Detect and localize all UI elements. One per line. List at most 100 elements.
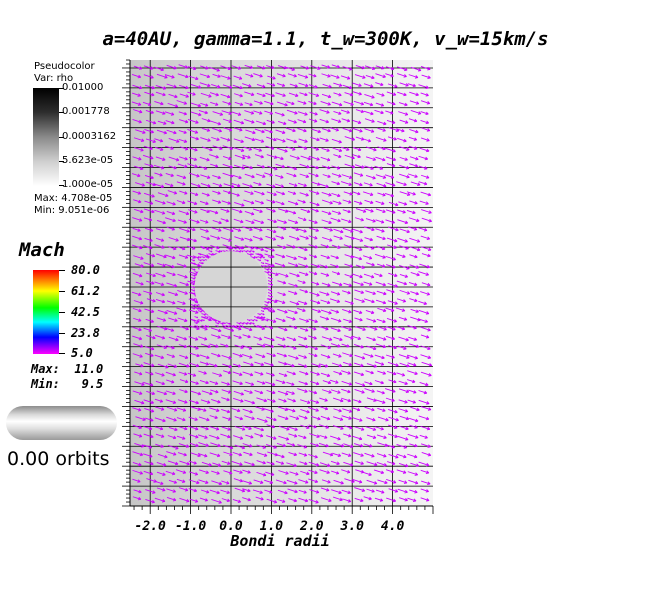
velocity-vector-shaft [143,208,155,213]
velocity-vector-head [392,92,397,96]
velocity-vector-shaft [135,182,145,187]
velocity-vector-head [229,165,233,169]
velocity-vector-head [284,310,288,314]
velocity-vector-head [230,228,234,233]
velocity-vector-shaft [220,136,231,141]
velocity-vector [190,390,202,396]
velocity-vector-shaft [366,345,377,350]
velocity-vector-shaft [340,326,352,331]
velocity-vector-head [360,427,365,431]
velocity-vector-head [404,102,408,107]
velocity-vector-shaft [308,352,318,357]
velocity-vector-shaft [320,497,332,502]
velocity-vector [420,345,431,351]
velocity-vector-shaft [145,253,155,257]
velocity-vector-head [404,157,408,161]
velocity-vector-head [424,435,428,439]
velocity-vector-head [325,326,329,331]
velocity-vector-head [362,209,367,213]
velocity-vector-shaft [133,137,145,142]
velocity-vector [277,489,288,495]
velocity-vector-shaft [333,408,342,412]
velocity-vector-head [271,382,276,387]
velocity-vector-shaft [375,228,385,233]
velocity-vector-head [395,417,399,422]
velocity-vector-shaft [340,75,351,80]
velocity-vector-head [239,372,243,377]
velocity-vector-head [261,407,265,411]
velocity-vector-shaft [288,283,298,287]
velocity-vector [376,263,386,268]
velocity-vector-shaft [200,92,212,98]
velocity-vector-head [394,284,398,288]
velocity-vector [135,182,145,187]
velocity-vector [132,407,142,412]
velocity-vector-head [272,390,276,395]
velocity-vector [243,361,254,367]
velocity-vector-head [174,104,179,108]
velocity-vector-head [281,191,286,196]
velocity-vector [297,444,308,449]
velocity-vector-head [406,266,410,270]
velocity-vector-shaft [354,497,364,502]
velocity-vector [167,460,179,466]
velocity-vector-shaft [267,75,276,80]
velocity-vector [231,111,242,116]
velocity-vector [132,272,143,278]
velocity-vector-shaft [178,254,189,259]
velocity-vector [243,451,253,457]
velocity-vector-shaft [420,497,430,501]
velocity-vector-head [140,256,144,260]
velocity-vector-head [237,66,242,70]
velocity-vector [187,163,198,168]
velocity-vector [399,173,410,179]
velocity-vector-head [324,435,328,439]
velocity-vector [287,219,299,224]
velocity-vector [333,479,344,485]
velocity-vector-shaft [399,289,410,295]
velocity-vector-head [303,336,308,341]
velocity-vector-shaft [266,389,276,394]
velocity-vector-head [204,327,208,331]
time-slider[interactable] [6,406,117,440]
velocity-vector-head [270,277,273,280]
velocity-vector-shaft [366,434,377,439]
velocity-vector [330,327,341,333]
velocity-vector [201,127,211,132]
velocity-vector [278,326,288,332]
velocity-vector-head [139,372,143,376]
velocity-vector [189,352,200,358]
velocity-vector-shaft [398,201,407,205]
velocity-vector-shaft [244,461,255,466]
velocity-vector [155,443,164,448]
velocity-vector-head [305,272,309,276]
velocity-vector-head [260,139,265,143]
velocity-vector-head [217,399,221,404]
velocity-vector-head [150,175,154,180]
velocity-vector-head [425,335,430,339]
velocity-vector-shaft [342,199,352,204]
velocity-vector [344,335,354,340]
velocity-vector-head [240,148,245,152]
velocity-vector-shaft [332,200,342,205]
velocity-vector [330,435,341,441]
velocity-vector [215,325,219,328]
velocity-vector-shaft [331,181,340,185]
velocity-vector-shaft [352,255,362,260]
velocity-vector [298,435,307,440]
velocity-vector-head [313,336,317,340]
velocity-vector [340,146,350,151]
velocity-vector-shaft [386,264,396,269]
velocity-vector-shaft [354,344,364,348]
velocity-vector-shaft [190,102,201,107]
velocity-vector-head [174,318,178,322]
velocity-vector-head [360,282,364,287]
velocity-vector [287,488,298,494]
velocity-vector [299,192,309,197]
velocity-vector-shaft [331,489,342,494]
velocity-vector-shaft [278,361,287,365]
velocity-vector [221,334,231,339]
velocity-vector-head [172,489,176,493]
velocity-vector [188,147,198,152]
velocity-vector [200,235,210,241]
